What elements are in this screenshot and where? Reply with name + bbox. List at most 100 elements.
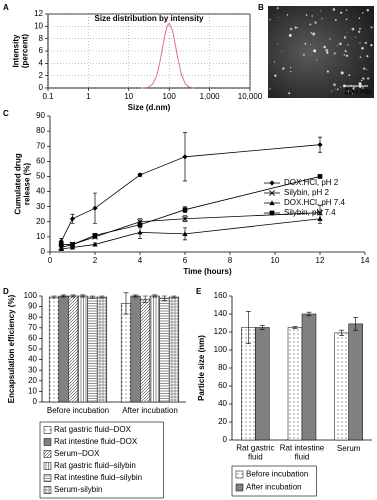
marker xyxy=(69,244,76,250)
particle xyxy=(360,79,363,82)
particle xyxy=(269,18,271,21)
particle xyxy=(361,46,364,50)
x-axis-label: Size (d.nm) xyxy=(128,103,171,112)
y-tick-label: 0 xyxy=(41,247,46,256)
y-tick-label: 20 xyxy=(218,417,227,426)
y-tick-label: 70 xyxy=(36,141,45,150)
particle xyxy=(309,23,312,26)
error-bar xyxy=(70,294,76,298)
particle xyxy=(294,26,297,29)
legend-label: Rat intestine fluid–silybin xyxy=(54,473,142,482)
marker xyxy=(269,200,275,206)
x-tick-label: Rat intestine fluid xyxy=(280,444,325,462)
marker xyxy=(58,246,64,252)
particle xyxy=(269,88,271,90)
legend-swatch xyxy=(43,462,52,470)
legend-label: Rat intestine fluid–DOX xyxy=(54,437,138,446)
y-tick-label: 30 xyxy=(28,365,37,374)
bar xyxy=(287,327,303,441)
particle xyxy=(366,8,370,12)
y-tick-label: 4 xyxy=(39,58,44,67)
legend-swatch xyxy=(43,474,52,482)
particle xyxy=(347,31,349,33)
y-tick-label: 20 xyxy=(28,376,37,385)
y-tick-label: 160 xyxy=(214,291,228,300)
y-tick-label: 80 xyxy=(36,126,45,135)
particle xyxy=(333,52,336,55)
bar xyxy=(334,332,349,441)
x-tick-label: 1,000 xyxy=(200,92,221,101)
data-line xyxy=(61,176,321,245)
legend-box xyxy=(39,421,164,499)
marker xyxy=(182,231,188,236)
x-tick-label: 0 xyxy=(48,256,53,265)
x-tick-label: 4 xyxy=(138,256,143,265)
scale-bar-label: 200 nm xyxy=(344,87,371,96)
error-bar xyxy=(61,294,67,298)
y-tick-label: 90 xyxy=(36,111,45,120)
data-line xyxy=(60,144,321,242)
particle xyxy=(336,45,338,47)
y-tick-label: 40 xyxy=(36,187,45,196)
x-tick-label: 10,000 xyxy=(238,92,263,101)
particle xyxy=(321,18,323,20)
x-tick-label: 14 xyxy=(361,256,370,265)
y-tick-label: 0 xyxy=(223,435,228,444)
particle xyxy=(362,77,365,80)
particle xyxy=(312,32,316,36)
particle xyxy=(289,66,292,69)
particle xyxy=(326,51,329,54)
particle xyxy=(340,71,343,74)
particle xyxy=(333,83,336,87)
error-bar xyxy=(161,295,167,301)
particle xyxy=(370,26,373,29)
y-tick-label: 40 xyxy=(218,399,227,408)
particle xyxy=(326,70,330,73)
error-bar xyxy=(259,325,265,330)
particle xyxy=(364,41,368,45)
text-line: Intensity xyxy=(12,34,21,67)
particle xyxy=(311,15,313,17)
particle xyxy=(334,18,337,21)
particle xyxy=(343,36,347,39)
legend-swatch xyxy=(43,486,52,494)
y-tick-label: 30 xyxy=(36,202,45,211)
particle xyxy=(331,90,333,92)
bar xyxy=(87,296,98,403)
particle xyxy=(345,9,348,12)
particle xyxy=(350,84,352,86)
particle xyxy=(288,33,292,37)
particle xyxy=(363,67,366,70)
particle xyxy=(281,67,285,70)
marker xyxy=(58,242,64,247)
micrograph xyxy=(268,6,374,98)
x-tick-label: 2 xyxy=(93,256,98,265)
bar xyxy=(77,295,88,403)
x-tick-label: 1 xyxy=(86,92,91,101)
error-bar xyxy=(51,295,57,299)
particle xyxy=(277,17,279,19)
legend-label: Silybin, pH 7.4 xyxy=(284,208,336,217)
marker xyxy=(182,154,188,160)
data-line xyxy=(61,212,321,248)
panel-letter: E xyxy=(196,287,202,296)
legend-label: Serum–DOX xyxy=(54,449,100,458)
particle xyxy=(354,36,356,38)
bar xyxy=(140,298,151,403)
legend-label: Before incubation xyxy=(246,470,308,479)
marker xyxy=(269,190,275,196)
bar xyxy=(48,296,60,403)
legend-swatch xyxy=(235,483,244,492)
y-tick-label: 8 xyxy=(39,34,44,43)
particle xyxy=(334,88,336,90)
particle xyxy=(310,32,313,34)
y-tick-label: 0 xyxy=(39,83,44,92)
particle xyxy=(359,27,361,30)
error-bar xyxy=(171,295,177,299)
particle xyxy=(361,12,364,14)
legend-swatch xyxy=(43,426,52,434)
particle xyxy=(358,17,361,19)
particle xyxy=(311,35,313,37)
